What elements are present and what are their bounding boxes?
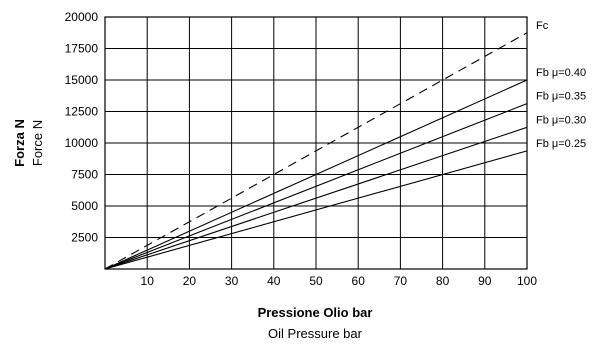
x-tick-label: 30 <box>225 274 239 288</box>
x-tick-label: 80 <box>436 274 450 288</box>
y-tick-label: 10000 <box>65 136 99 150</box>
x-tick-label: 20 <box>183 274 197 288</box>
series-line-4 <box>104 150 528 270</box>
x-tick-label: 10 <box>141 274 155 288</box>
x-tick-label: 50 <box>309 274 323 288</box>
x-tick-label: 100 <box>517 274 537 288</box>
series-label-1: Fb μ=0.40 <box>536 67 586 79</box>
x-tick-label: 70 <box>394 274 408 288</box>
y-axis-title-secondary: Force N <box>30 120 45 166</box>
series-label-3: Fb μ=0.30 <box>536 114 586 126</box>
x-axis-title-secondary: Oil Pressure bar <box>268 326 363 341</box>
y-tick-label: 7500 <box>71 168 98 182</box>
y-tick-label: 20000 <box>65 10 99 24</box>
y-tick-label: 12500 <box>65 105 99 119</box>
x-tick-label: 90 <box>478 274 492 288</box>
series-line-2 <box>104 103 528 270</box>
series-lines <box>104 32 528 270</box>
series-labels: Fc Fb μ=0.40 Fb μ=0.35 Fb μ=0.30 Fb μ=0.25 <box>536 20 586 150</box>
tick-labels: 10 20 30 40 50 60 70 80 90 100 2500 5000 7500 10000 12… <box>65 10 538 288</box>
x-tick-label: 40 <box>267 274 281 288</box>
x-tick-label: 60 <box>352 274 366 288</box>
y-tick-label: 17500 <box>65 42 99 56</box>
grid <box>104 16 528 270</box>
y-tick-label: 2500 <box>71 231 98 245</box>
y-axis-title: Forza N <box>12 119 27 167</box>
x-axis-title: Pressione Olio bar <box>258 305 373 320</box>
y-tick-label: 5000 <box>71 199 98 213</box>
series-line-3 <box>104 126 528 270</box>
series-line-0 <box>104 32 528 270</box>
series-label-2: Fb μ=0.35 <box>536 91 586 103</box>
series-line-1 <box>104 79 528 270</box>
series-label-4: Fb μ=0.25 <box>536 138 586 150</box>
series-label-0: Fc <box>536 20 549 32</box>
y-tick-label: 15000 <box>65 73 99 87</box>
